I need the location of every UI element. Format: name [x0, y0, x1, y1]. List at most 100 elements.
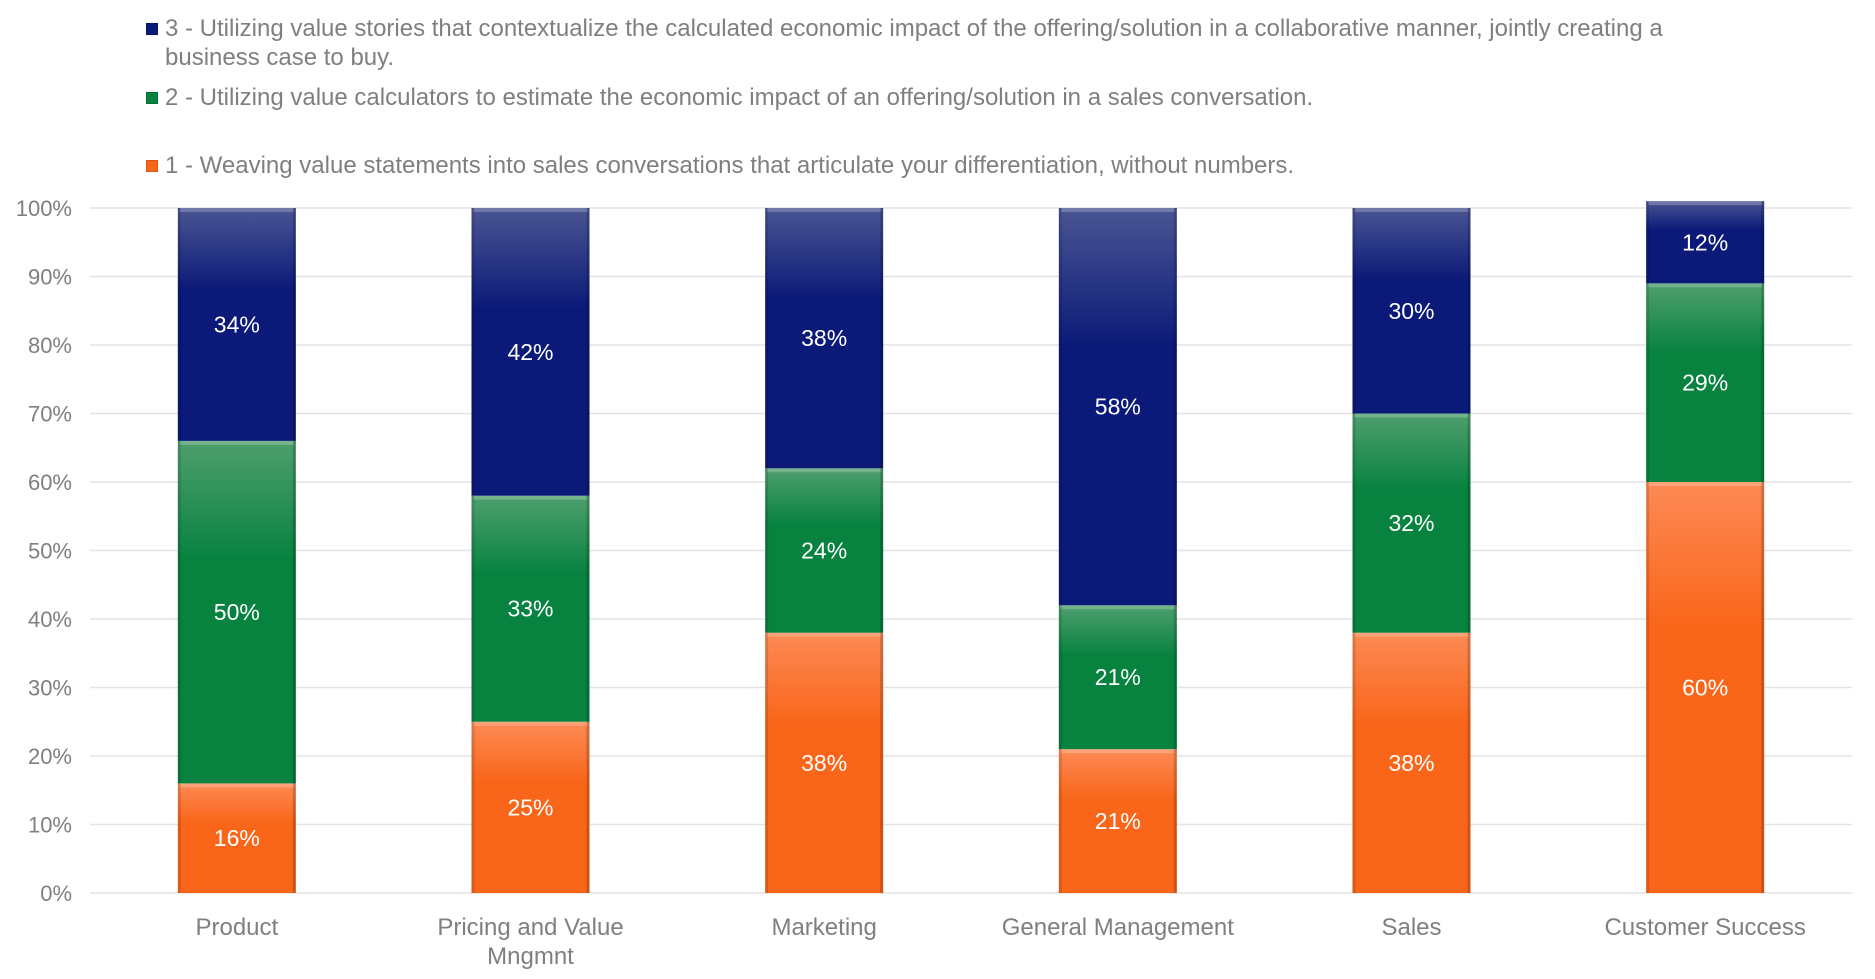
- bar-segment: [765, 632, 884, 893]
- y-tick-label: 80%: [28, 333, 72, 358]
- bar-segment-highlight: [767, 632, 882, 637]
- bar-segment-edge: [1761, 201, 1765, 284]
- data-label: 16%: [214, 825, 260, 851]
- bar-segment: [471, 721, 590, 893]
- bar-segment-edge: [471, 208, 475, 496]
- bar-segment-highlight: [1060, 605, 1175, 610]
- legend-marker-level-2: [146, 92, 158, 104]
- bar-segment: [1352, 208, 1471, 414]
- bar-segment-edge: [292, 783, 296, 893]
- bar-segment-highlight: [1060, 749, 1175, 754]
- bar-segment-highlight: [179, 783, 294, 788]
- bar-segment: [1058, 605, 1177, 750]
- bar-segment: [1352, 632, 1471, 893]
- bar-segment-highlight: [1648, 482, 1763, 486]
- bar-segment-edge: [1467, 413, 1471, 633]
- data-label: 42%: [507, 339, 553, 365]
- x-tick-label: Product: [195, 914, 278, 941]
- legend-item-level-1: 1 - Weaving value statements into sales …: [146, 151, 1765, 180]
- data-label: 30%: [1388, 298, 1434, 324]
- bar-segment-highlight: [179, 440, 294, 445]
- bar-segment-edge: [1058, 605, 1062, 750]
- bar-segment-highlight: [179, 208, 294, 212]
- bar-segment: [765, 468, 884, 633]
- y-tick-label: 30%: [28, 676, 72, 701]
- bar-segment-edge: [765, 208, 769, 469]
- bar-segment: [177, 440, 296, 784]
- bar-stack-pricing-and-value-mngmnt: 25% 33% 42%: [471, 208, 590, 893]
- bar-segment-edge: [1646, 482, 1650, 893]
- bar-segment-edge: [880, 208, 884, 469]
- y-tick-label: 90%: [28, 265, 72, 290]
- data-label: 60%: [1682, 675, 1728, 701]
- bar-stack-general-management: 21% 21% 58%: [1058, 208, 1177, 893]
- bar-stack-customer-success: 60% 29% 12%: [1646, 201, 1765, 893]
- legend-item-level-2: 2 - Utilizing value calculators to estim…: [146, 83, 1765, 112]
- gridlines: [90, 207, 1852, 894]
- data-label: 38%: [1388, 750, 1434, 776]
- bar-segment-highlight: [1354, 413, 1469, 418]
- bar-segment-highlight: [1648, 201, 1763, 206]
- data-label: 21%: [1095, 664, 1141, 690]
- data-label: 24%: [801, 538, 847, 564]
- bar-segment-edge: [292, 440, 296, 784]
- data-label: 38%: [801, 325, 847, 351]
- data-label: 29%: [1682, 370, 1728, 396]
- y-tick-label: 0%: [40, 881, 72, 906]
- bar-segment-edge: [1646, 201, 1650, 284]
- y-tick-label: 20%: [28, 744, 72, 769]
- bars: 16%50%34%25%33%42%38%24%38%21%21%58%38%3…: [177, 201, 1765, 893]
- bar-segment-edge: [1761, 482, 1765, 893]
- data-label: 21%: [1095, 808, 1141, 834]
- bar-stack-sales: 38% 32% 30%: [1352, 208, 1471, 893]
- y-tick-label: 40%: [28, 607, 72, 632]
- bar-segment-highlight: [1060, 208, 1175, 212]
- bar-segment-edge: [1467, 632, 1471, 893]
- bar-segment-highlight: [1648, 283, 1763, 288]
- legend-label-level-2: 2 - Utilizing value calculators to estim…: [165, 84, 1314, 111]
- legend-label-level-3-line2: business case to buy.: [165, 44, 395, 71]
- bar-segment-edge: [1761, 283, 1765, 482]
- y-tick-label: 50%: [28, 539, 72, 564]
- y-tick-label: 70%: [28, 402, 72, 427]
- x-tick-label: Sales: [1381, 914, 1441, 941]
- bar-segment: [177, 783, 296, 893]
- y-tick-label: 60%: [28, 470, 72, 495]
- bar-segment-edge: [586, 208, 590, 496]
- bar-segment: [471, 495, 590, 722]
- bar-segment-edge: [586, 495, 590, 722]
- x-tick-label: Marketing: [771, 914, 876, 941]
- bar-segment-edge: [880, 468, 884, 633]
- data-label: 38%: [801, 750, 847, 776]
- data-label: 12%: [1682, 229, 1728, 255]
- bar-segment-edge: [1058, 208, 1062, 606]
- bar-segment-edge: [177, 208, 181, 441]
- bar-segment-edge: [177, 783, 181, 893]
- data-label: 25%: [507, 794, 553, 820]
- bar-stack-marketing: 38% 24% 38%: [765, 208, 884, 893]
- bar-segment-edge: [1352, 208, 1356, 414]
- legend-label-level-3-line1: 3 - Utilizing value stories that context…: [165, 15, 1663, 42]
- bar-segment-edge: [1352, 632, 1356, 893]
- bar-segment-highlight: [767, 468, 882, 473]
- bar-segment-edge: [471, 721, 475, 893]
- bar-segment-highlight: [473, 721, 588, 726]
- x-tick-label: Customer Success: [1604, 914, 1805, 941]
- x-axis-labels: Product Pricing and Value Mngmnt Marketing G…: [195, 914, 1805, 970]
- bar-segment: [1352, 413, 1471, 633]
- bar-segment-edge: [765, 468, 769, 633]
- y-axis-ticks: 0% 10% 20% 30% 40% 50% 60% 70% 80% 90% 100%: [16, 196, 72, 906]
- bar-segment-highlight: [473, 495, 588, 500]
- bar-segment-edge: [1173, 605, 1177, 750]
- data-label: 34%: [214, 311, 260, 337]
- bar-segment-edge: [586, 721, 590, 893]
- bar-segment-highlight: [1354, 632, 1469, 637]
- data-label: 50%: [214, 599, 260, 625]
- bar-segment-edge: [292, 208, 296, 441]
- legend-item-level-3: 3 - Utilizing value stories that context…: [146, 14, 1765, 72]
- bar-segment-highlight: [473, 208, 588, 212]
- bar-segment: [1058, 749, 1177, 893]
- bar-segment: [1646, 283, 1765, 482]
- bar-segment: [765, 208, 884, 469]
